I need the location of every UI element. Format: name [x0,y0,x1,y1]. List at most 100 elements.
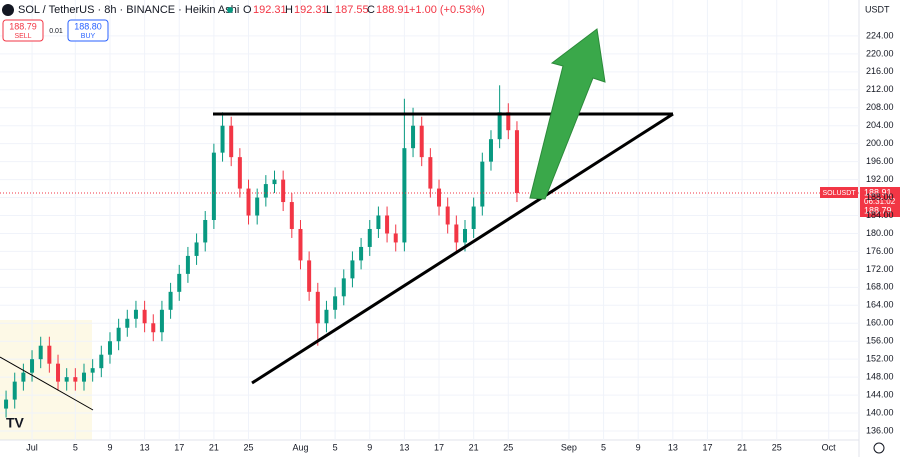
y-tick-label: 160.00 [866,318,894,328]
currency[interactable]: USDT [865,4,890,14]
y-tick-label: 184.00 [866,210,894,220]
y-tick-label: 204.00 [866,120,894,130]
ohlc-o-label: O [243,4,252,16]
candle-body [4,399,9,409]
y-tick-label: 168.00 [866,282,894,292]
sell-label[interactable]: SELL [14,33,31,40]
candle-body [21,372,26,382]
ohlc-l: 187.55 [335,4,369,16]
x-tick-label: 25 [772,442,782,452]
x-tick-label: 21 [209,442,219,452]
candle-body [506,112,511,131]
candle-body [463,228,468,243]
candle-body [480,161,485,207]
x-tick-label: 5 [601,442,606,452]
candle-body [445,206,450,225]
candle-body [107,341,112,355]
buy-price[interactable]: 188.80 [74,21,102,31]
candle-body [64,377,69,382]
x-tick-label: Jul [26,442,38,452]
y-tick-label: 224.00 [866,30,894,40]
countdown: 06:31:02 [864,197,896,206]
candle-body [246,188,251,216]
candle-body [151,323,156,333]
candle-body [324,309,329,324]
candle-body [393,233,398,243]
y-tick-label: 148.00 [866,372,894,382]
x-tick-label: 13 [399,442,409,452]
x-tick-label: 5 [333,442,338,452]
candle-body [30,359,35,373]
candle-body [376,215,381,229]
buy-label[interactable]: BUY [81,33,96,40]
candle-body [367,228,372,247]
symbol-tag [820,187,858,198]
candle-body [289,202,294,229]
y-tick-label: 156.00 [866,336,894,346]
sell-button[interactable] [2,19,44,42]
buy-button[interactable] [67,19,109,42]
candle-body [411,125,416,149]
ohlc-change: +1.00 (+0.53%) [409,4,485,16]
ohlc-c-label: C [367,4,375,16]
x-tick-label: 13 [668,442,678,452]
y-tick-label: 208.00 [866,102,894,112]
candle-body [419,125,424,158]
x-tick-label: 21 [737,442,747,452]
candle-body [263,184,268,198]
support-trendline [251,112,674,385]
symbol-icon [2,4,14,16]
symbol-tag-text: SOLUSDT [822,190,856,197]
candle-body [237,157,242,189]
candle-body [203,220,208,243]
y-tick-label: 140.00 [866,407,894,417]
candle-body [298,228,303,261]
x-tick-label: 25 [503,442,513,452]
ohlc-c: 188.91 [376,4,410,16]
tv-logo[interactable]: TV [6,415,25,431]
candle-body [497,112,502,140]
candle-body [488,139,493,162]
ohlc-h: 192.31 [294,4,328,16]
candle-body [56,363,61,382]
x-tick-label: Sep [561,442,577,452]
candle-body [402,148,407,243]
settings-icon[interactable] [873,442,885,454]
symbol: SOL / TetherUS · 8h · BINANCE · Heikin A… [18,4,239,16]
candle-body [133,309,138,319]
y-tick-label: 144.00 [866,389,894,399]
candle-body [116,327,121,342]
candle-body [307,260,312,292]
x-tick-label: 21 [469,442,479,452]
candle-body [385,215,390,234]
y-tick-label: 220.00 [866,48,894,58]
y-tick-label: 136.00 [866,425,894,435]
y-tick-label: 212.00 [866,84,894,94]
sell-price[interactable]: 188.79 [9,21,37,31]
candle-body [12,381,17,400]
candle-body [168,291,173,310]
y-tick-label: 216.00 [866,66,894,76]
candle-body [255,197,260,216]
candle-body [38,345,43,360]
last-price: 188.91 [864,187,892,197]
y-tick-label: 164.00 [866,300,894,310]
candle-body [514,130,519,194]
candle-body [350,260,355,279]
candle-body [471,206,476,229]
candle-body [194,242,199,256]
candle-body [125,318,130,328]
y-tick-label: 192.00 [866,174,894,184]
candle-body [333,296,338,310]
candle-body [99,354,104,369]
x-tick-label: Aug [292,442,308,452]
y-tick-label: 200.00 [866,138,894,148]
x-tick-label: 17 [174,442,184,452]
spread: 0.01 [49,28,63,35]
x-tick-label: 17 [702,442,712,452]
candle-body [315,291,320,324]
candle-body [341,278,346,297]
candle-body [142,309,147,324]
